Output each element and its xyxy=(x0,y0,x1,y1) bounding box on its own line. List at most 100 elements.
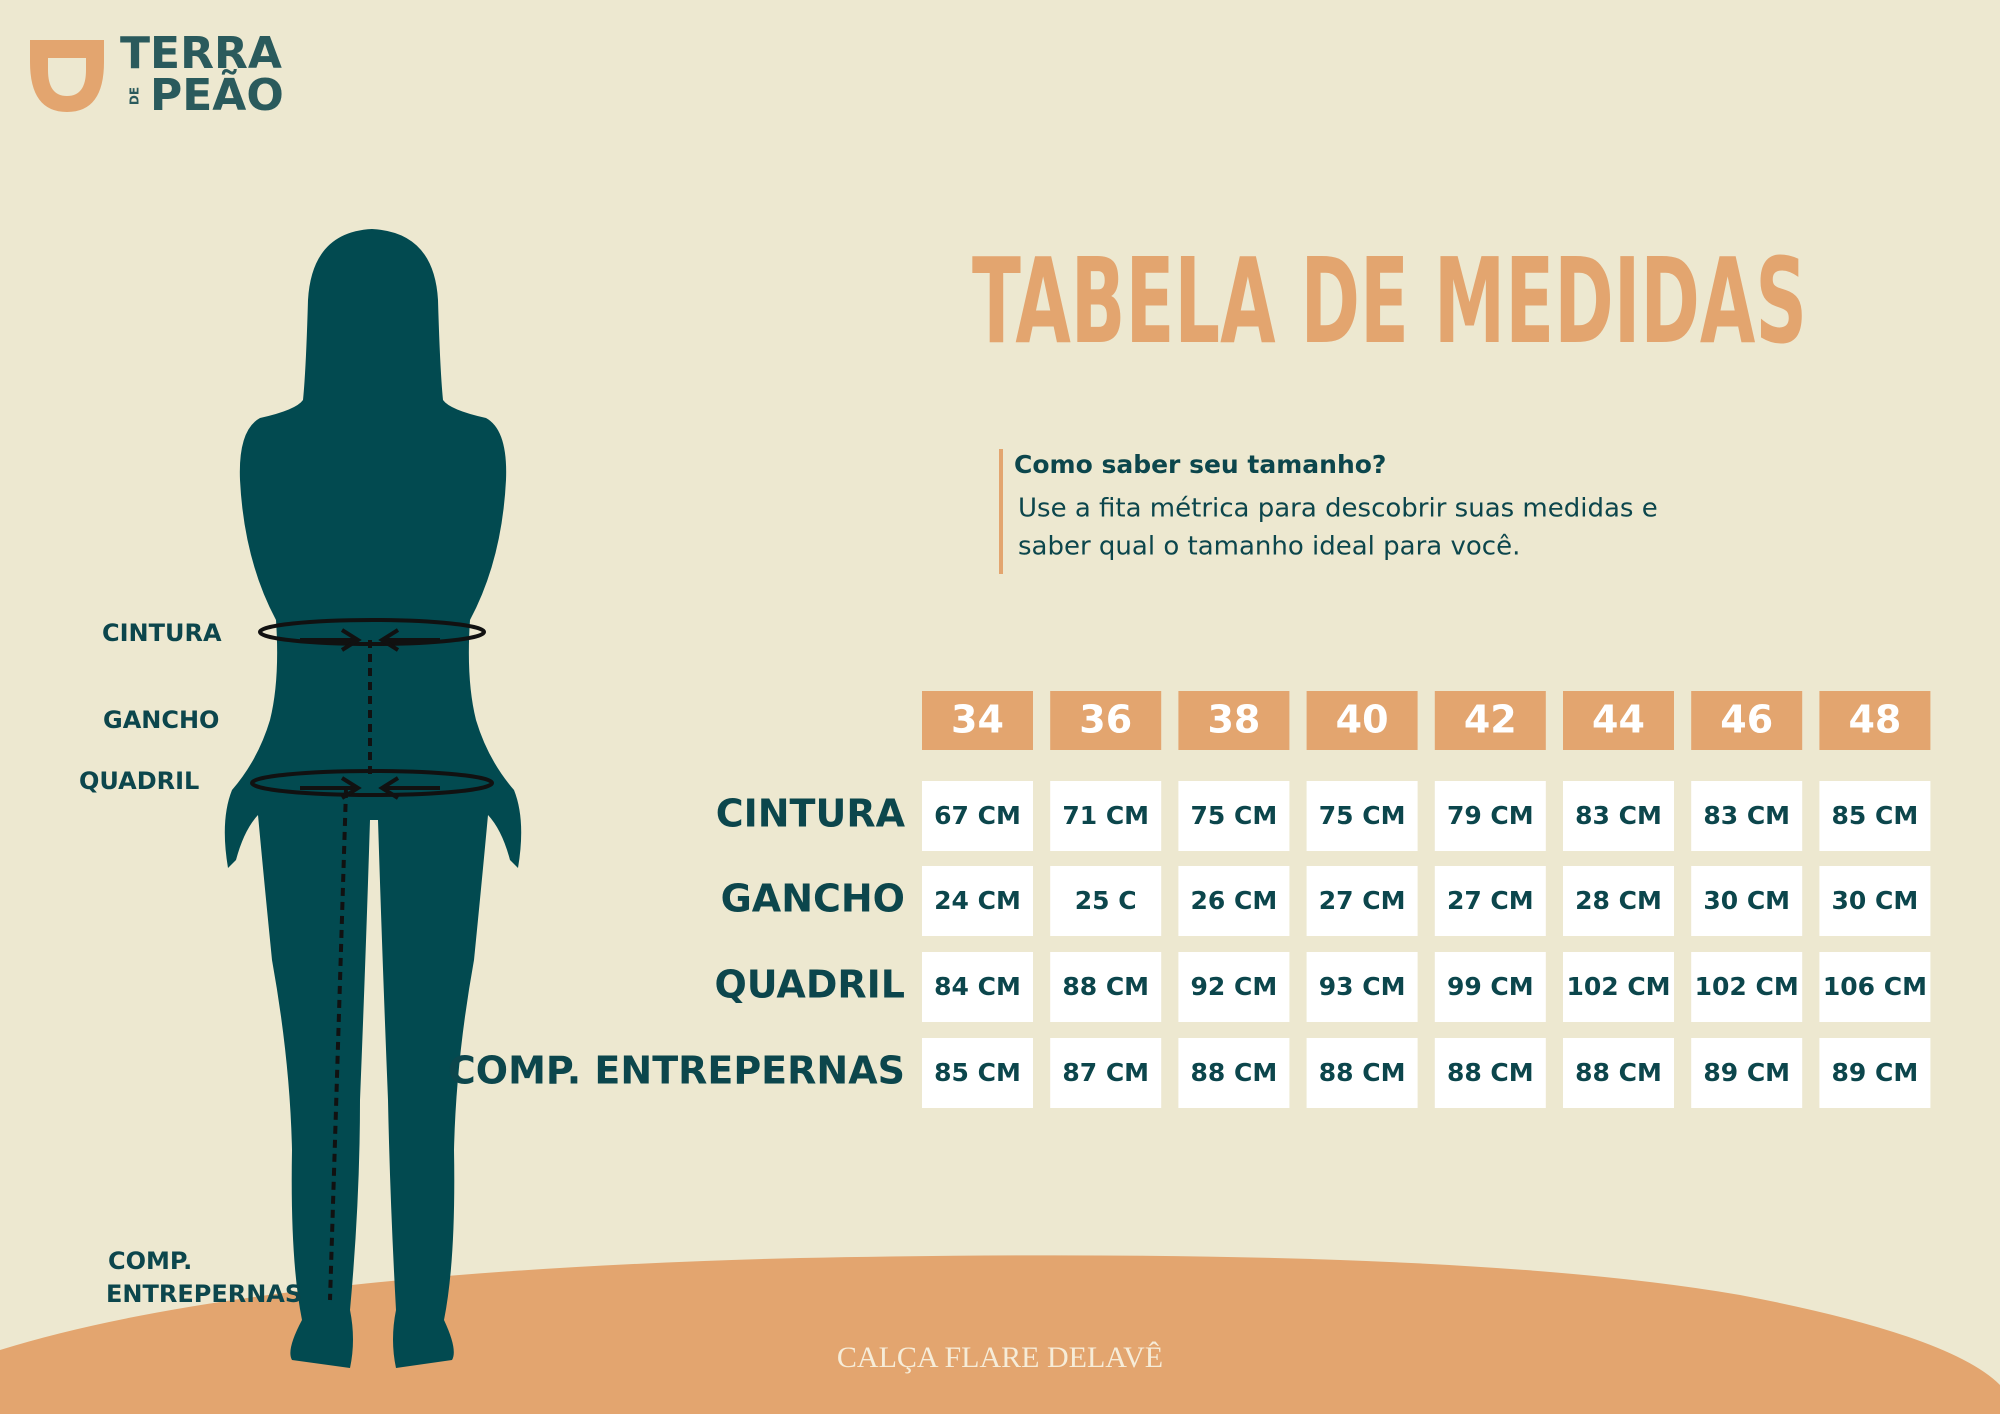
cell-value: 106 CM xyxy=(1823,972,1927,1001)
cell-value: 30 CM xyxy=(1703,886,1790,915)
cell-value: 25 C xyxy=(1075,886,1137,915)
table-cell xyxy=(1434,781,1546,851)
cell-value: 85 CM xyxy=(1832,801,1919,830)
size-header: 46 xyxy=(1720,698,1773,742)
tip-bar xyxy=(999,449,1003,574)
size-header: 42 xyxy=(1464,698,1517,742)
row-label: COMP. ENTREPERNAS xyxy=(448,1049,905,1093)
table-cell xyxy=(1178,781,1290,851)
cell-value: 87 CM xyxy=(1062,1058,1149,1087)
table-cell xyxy=(1178,1038,1290,1108)
cell-value: 88 CM xyxy=(1062,972,1149,1001)
size-header: 44 xyxy=(1592,698,1645,742)
table-cell xyxy=(1178,866,1290,936)
size-header-cell xyxy=(1050,691,1162,750)
table-cell xyxy=(1306,1038,1418,1108)
logo-mark xyxy=(30,40,104,112)
table-cell xyxy=(1434,1038,1546,1108)
logo-word: PEÃO xyxy=(150,68,284,121)
size-header-cell xyxy=(1178,691,1290,750)
size-header-cell xyxy=(1434,691,1546,750)
size-header: 34 xyxy=(951,698,1004,742)
cell-value: 88 CM xyxy=(1191,1058,1278,1087)
row-label: CINTURA xyxy=(716,792,906,836)
table-cell xyxy=(922,866,1033,936)
size-header: 40 xyxy=(1336,698,1389,742)
cell-value: 27 CM xyxy=(1447,886,1534,915)
table-cell xyxy=(1050,1038,1162,1108)
hip-arrows xyxy=(300,776,440,800)
figure-label: COMP. xyxy=(108,1247,192,1275)
cell-value: 83 CM xyxy=(1575,801,1662,830)
table-cell xyxy=(1563,781,1674,851)
silhouette xyxy=(224,229,522,1368)
cell-value: 93 CM xyxy=(1319,972,1406,1001)
table-cell xyxy=(1050,866,1162,936)
table-cell xyxy=(1691,866,1803,936)
table-cell xyxy=(1819,866,1931,936)
table-cell xyxy=(1819,1038,1931,1108)
cell-value: 89 CM xyxy=(1703,1058,1790,1087)
size-header: 48 xyxy=(1848,698,1901,742)
table-cell xyxy=(1691,952,1803,1022)
cell-value: 26 CM xyxy=(1191,886,1278,915)
figure-label: ENTREPERNAS xyxy=(106,1280,302,1308)
table-cell xyxy=(1563,1038,1674,1108)
table-cell xyxy=(1306,866,1418,936)
cell-value: 24 CM xyxy=(934,886,1021,915)
cell-value: 28 CM xyxy=(1575,886,1662,915)
table-cell xyxy=(1306,952,1418,1022)
table-cell xyxy=(1691,1038,1803,1108)
table-cell xyxy=(1050,781,1162,851)
table-cell xyxy=(1691,781,1803,851)
cell-value: 67 CM xyxy=(934,801,1021,830)
tip-heading: Como saber seu tamanho? xyxy=(1014,450,1386,479)
cell-value: 85 CM xyxy=(934,1058,1021,1087)
ground xyxy=(0,1255,2000,1414)
size-header-cell xyxy=(922,691,1033,750)
cell-value: 89 CM xyxy=(1832,1058,1919,1087)
logo-small: DE xyxy=(128,87,142,105)
table-cell xyxy=(1563,866,1674,936)
table-cell xyxy=(1434,866,1546,936)
table-cell xyxy=(1819,952,1931,1022)
size-table: 34 36 38 40 42 44 46 48 CINTURA 67 CM 71 CM 75 CM 75… xyxy=(448,691,1931,1108)
cell-value: 88 CM xyxy=(1319,1058,1406,1087)
cell-value: 92 CM xyxy=(1191,972,1278,1001)
inseam-line xyxy=(328,789,348,1301)
table-cell xyxy=(922,781,1033,851)
cell-value: 99 CM xyxy=(1447,972,1534,1001)
table-cell xyxy=(1563,952,1674,1022)
cell-value: 83 CM xyxy=(1703,801,1790,830)
cell-value: 102 CM xyxy=(1566,972,1670,1001)
row-label: GANCHO xyxy=(721,877,905,921)
size-header-cell xyxy=(1563,691,1674,750)
table-cell xyxy=(922,1038,1033,1108)
cell-value: 71 CM xyxy=(1062,801,1149,830)
figure-label: CINTURA xyxy=(102,619,222,647)
tip-text: saber qual o tamanho ideal para você. xyxy=(1018,532,1520,562)
title: TABELA DE MEDIDAS xyxy=(972,232,1807,370)
logo-word: TERRA xyxy=(120,28,282,79)
size-header-cell xyxy=(1819,691,1931,750)
table-cell xyxy=(1819,781,1931,851)
size-header: 38 xyxy=(1207,698,1260,742)
table-cell xyxy=(1178,952,1290,1022)
table-cell xyxy=(1050,952,1162,1022)
cell-value: 88 CM xyxy=(1575,1058,1662,1087)
table-cell xyxy=(1434,952,1546,1022)
size-header-cell xyxy=(1306,691,1418,750)
cell-value: 30 CM xyxy=(1832,886,1919,915)
product-name: CALÇA FLARE DELAVÊ xyxy=(837,1341,1163,1374)
figure-label: GANCHO xyxy=(103,706,219,734)
row-label: QUADRIL xyxy=(714,963,905,1007)
cell-value: 75 CM xyxy=(1319,801,1406,830)
table-cell xyxy=(1306,781,1418,851)
cell-value: 102 CM xyxy=(1695,972,1799,1001)
waist-arrows xyxy=(300,628,440,652)
measure-marks xyxy=(250,618,494,1301)
cell-value: 79 CM xyxy=(1447,801,1534,830)
size-header-cell xyxy=(1691,691,1803,750)
